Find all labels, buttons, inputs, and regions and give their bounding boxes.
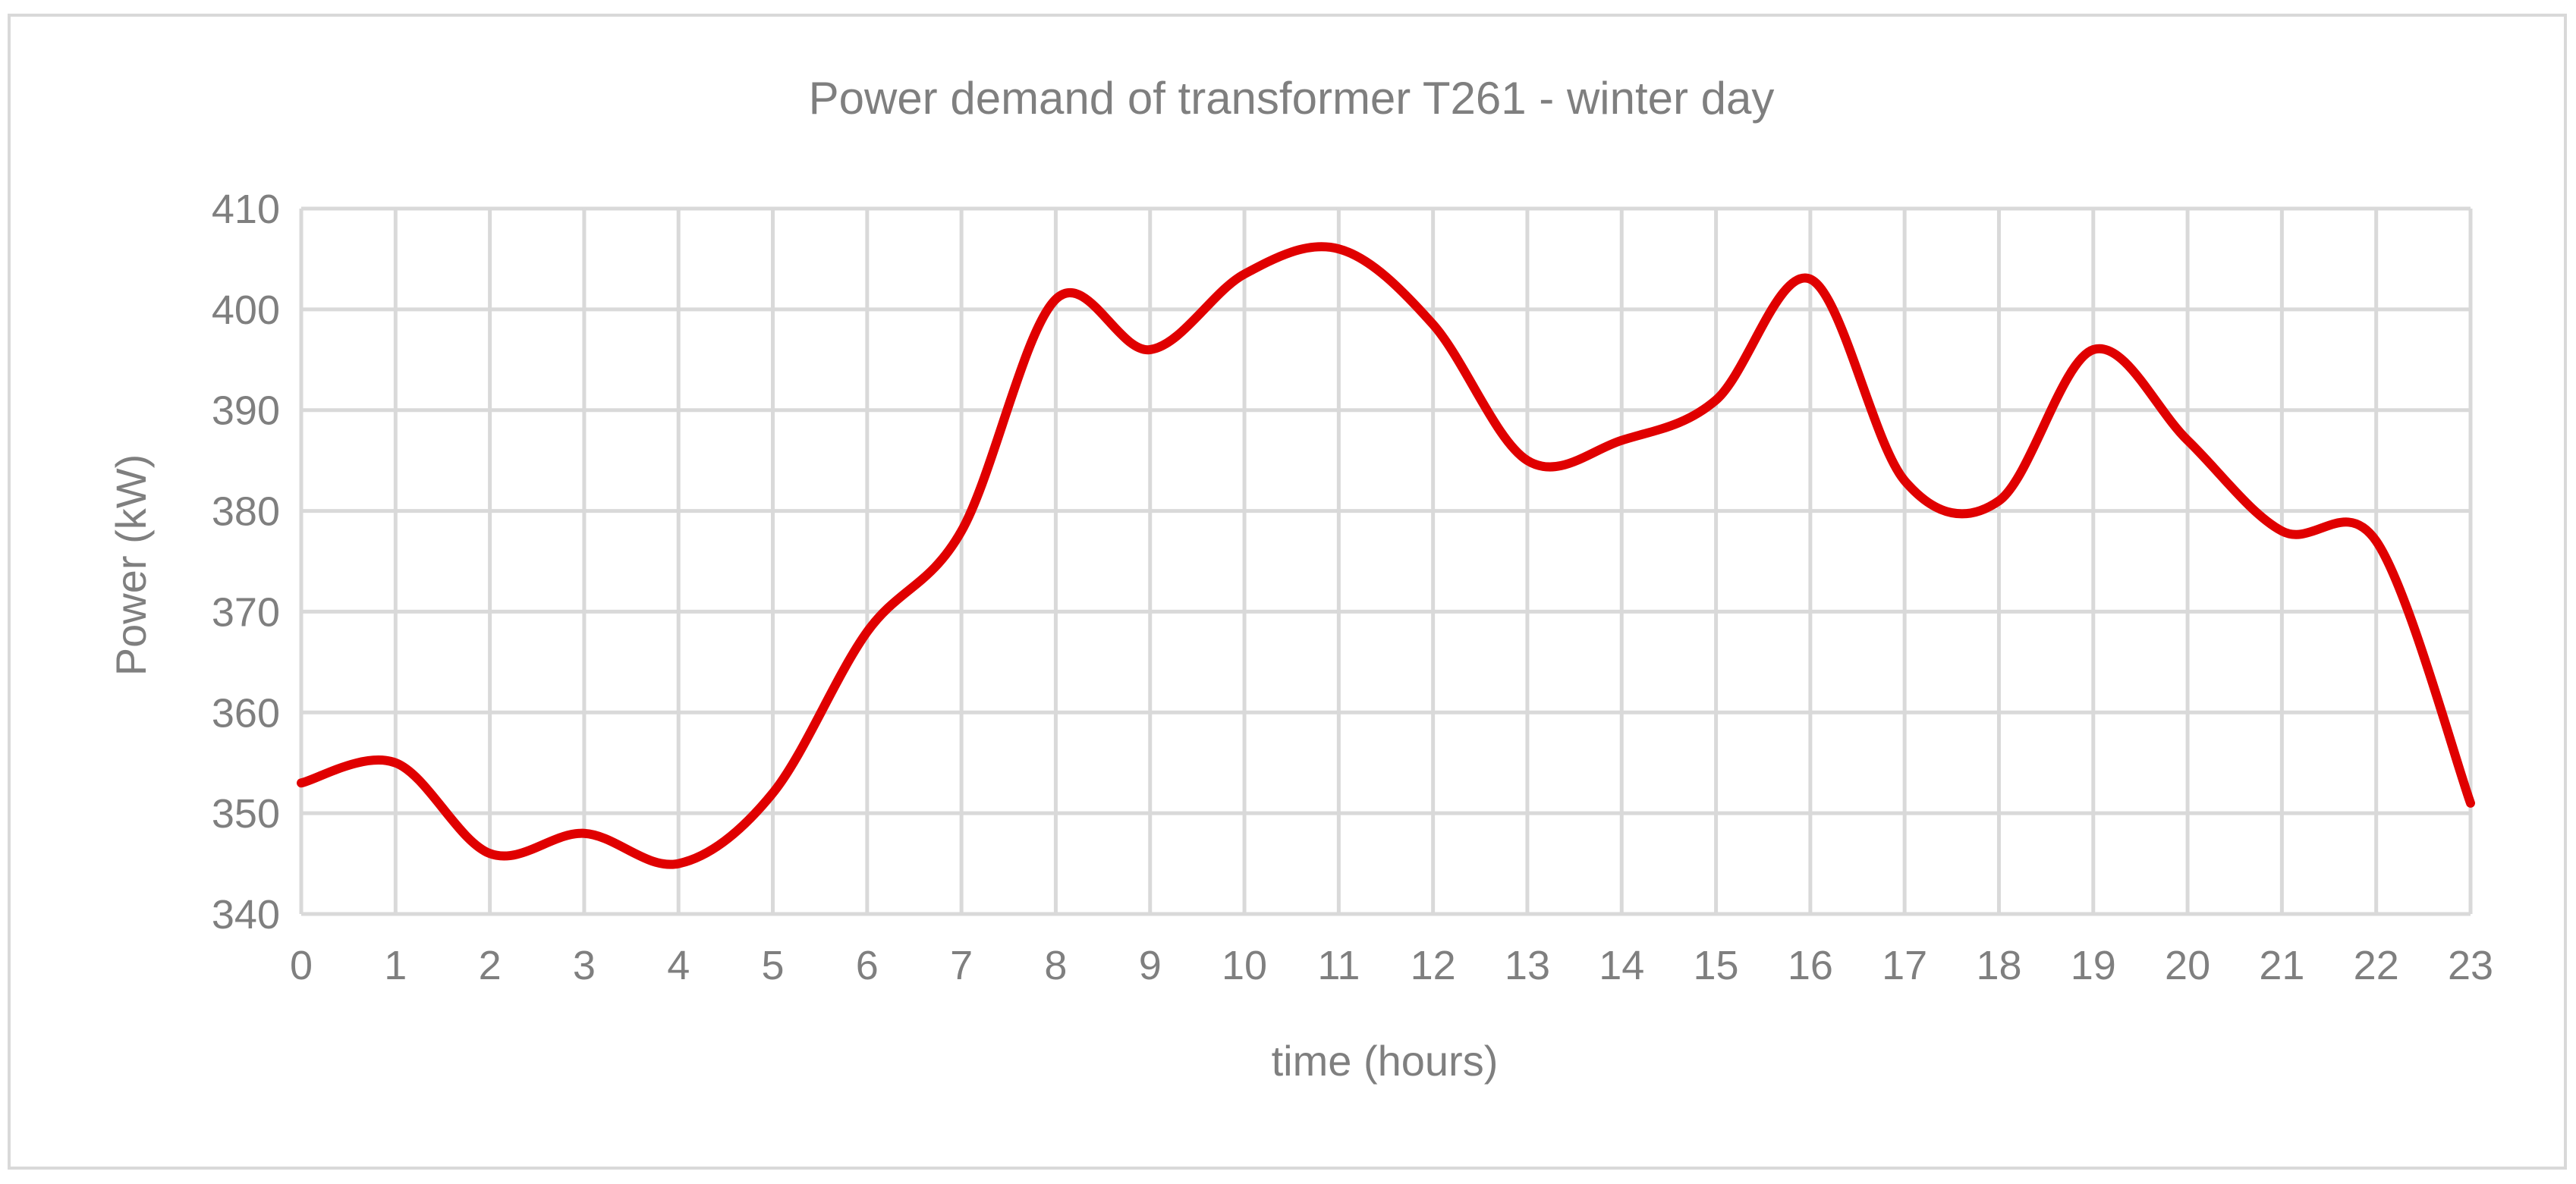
x-tick-label: 10 [1222,943,1267,988]
x-tick-label: 4 [667,943,690,988]
data-point [1055,299,1056,300]
y-tick-label: 370 [212,589,280,635]
x-tick-label: 19 [2071,943,2116,988]
x-tick-label: 5 [761,943,784,988]
data-point [300,782,302,784]
series-layer [297,242,2475,869]
grid-lines [299,206,2473,916]
x-tick-label: 0 [290,943,313,988]
x-tick-label: 6 [856,943,879,988]
x-tick-label: 18 [1976,943,2021,988]
data-point [1338,248,1339,250]
x-tick-label: 22 [2354,943,2399,988]
data-point [395,762,396,764]
chart-border [8,14,2567,1170]
x-tick-label: 8 [1044,943,1067,988]
y-axis-ticks: 340 350 360 370 380 390 400 410 [212,187,280,937]
y-tick-label: 380 [212,489,280,535]
series-line [297,242,2475,869]
data-point [1621,440,1622,441]
y-tick-label: 410 [212,187,280,232]
x-tick-label: 16 [1788,943,1833,988]
x-tick-label: 9 [1139,943,1162,988]
x-tick-label: 13 [1505,943,1550,988]
data-point [583,833,585,834]
data-point [1904,480,1905,482]
data-point [1244,273,1245,275]
y-tick-label: 360 [212,690,280,736]
x-tick-label: 20 [2165,943,2210,988]
x-tick-label: 11 [1317,943,1360,988]
y-axis-label: Power (kW) [107,454,155,676]
y-tick-label: 350 [212,791,280,837]
x-tick-label: 12 [1411,943,1456,988]
x-tick-label: 14 [1599,943,1644,988]
y-tick-label: 400 [212,287,280,333]
data-point [678,863,679,865]
x-tick-label: 1 [384,943,407,988]
data-point [489,853,491,854]
x-tick-label: 15 [1694,943,1739,988]
data-point [961,530,962,532]
x-axis-ticks: 0 1 2 3 4 5 6 7 8 9 10 11 12 13 14 15 16 17 18 19 20 21 22 23 [290,943,2493,988]
y-tick-label: 390 [212,388,280,434]
x-tick-label: 7 [950,943,973,988]
x-tick-label: 23 [2448,943,2493,988]
y-tick-label: 340 [212,892,280,937]
x-tick-label: 21 [2259,943,2304,988]
x-tick-label: 17 [1882,943,1927,988]
chart-title: Power demand of transformer T261 - winte… [809,73,1775,124]
x-axis-label: time (hours) [1272,1037,1499,1085]
x-tick-label: 3 [573,943,596,988]
x-tick-label: 2 [479,943,502,988]
